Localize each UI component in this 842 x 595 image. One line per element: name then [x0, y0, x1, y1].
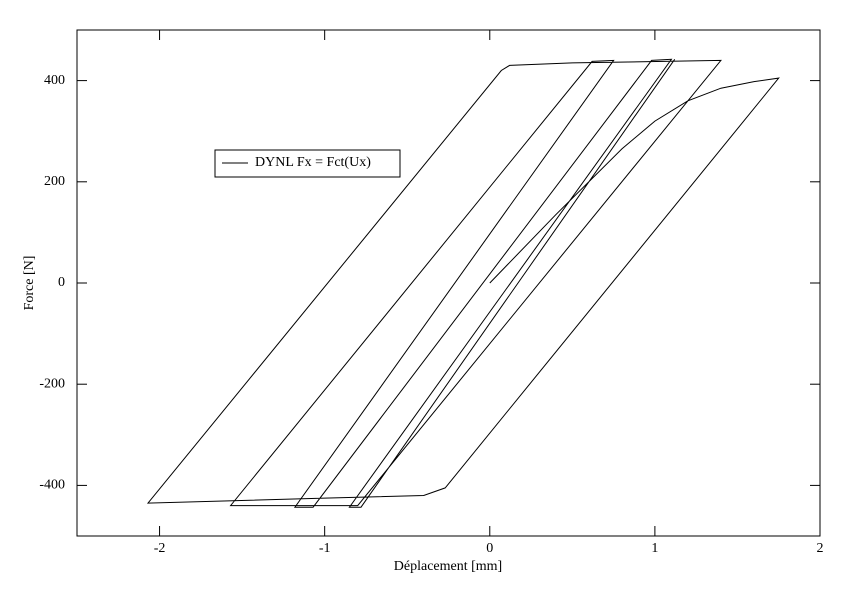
x-tick-label: 0 — [486, 541, 493, 556]
plot-frame — [76, 29, 821, 537]
series-line — [146, 58, 780, 508]
x-tick-label: 1 — [651, 541, 658, 556]
x-axis-label: Déplacement [mm] — [394, 559, 502, 574]
y-tick-label: 200 — [44, 174, 65, 189]
y-axis-label: Force [N] — [22, 256, 37, 311]
y-tick-label: 0 — [58, 275, 65, 290]
y-tick-label: -400 — [39, 478, 65, 493]
x-tick-label: -1 — [319, 541, 331, 556]
legend-label: DYNL Fx = Fct(Ux) — [255, 155, 371, 170]
x-tick-label: -2 — [154, 541, 166, 556]
y-tick-label: -200 — [39, 376, 65, 391]
x-tick-label: 2 — [817, 541, 824, 556]
y-tick-label: 400 — [44, 73, 65, 88]
